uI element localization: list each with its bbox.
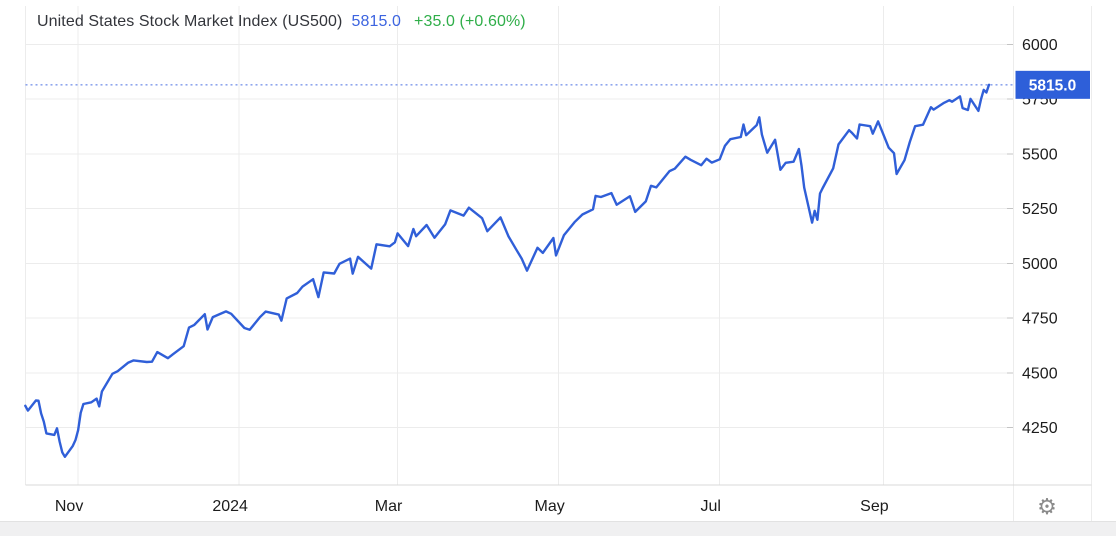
series-line-us500: [24, 83, 991, 458]
y-axis-label: 5500: [1022, 146, 1058, 163]
y-axis-label: 6000: [1022, 37, 1058, 54]
last-price-value: 5815.0: [351, 13, 402, 30]
chart-title: United States Stock Market Index (US500): [37, 13, 343, 30]
y-axis-label: 4250: [1022, 420, 1058, 437]
x-axis-label: 2024: [212, 498, 248, 515]
y-axis-label: 5250: [1022, 201, 1058, 218]
x-axis-label: May: [535, 498, 565, 515]
settings-gear-icon[interactable]: ⚙: [1037, 494, 1057, 519]
price-change-value: +35.0 (+0.60%): [414, 13, 526, 30]
x-axis-label: Sep: [860, 498, 889, 515]
x-axis-label: Jul: [700, 498, 720, 515]
current-price-flag-label: 5815.0: [1029, 78, 1076, 95]
bottom-strip: [0, 521, 1116, 536]
y-axis-label: 5000: [1022, 256, 1058, 273]
x-axis-label: Mar: [375, 498, 403, 515]
y-axis-label: 4750: [1022, 311, 1058, 328]
chart-header: United States Stock Market Index (US500)…: [37, 13, 526, 31]
y-axis-label: 4500: [1022, 365, 1058, 382]
x-axis-label: Nov: [55, 498, 83, 515]
current-price-flag: [1015, 70, 1090, 99]
